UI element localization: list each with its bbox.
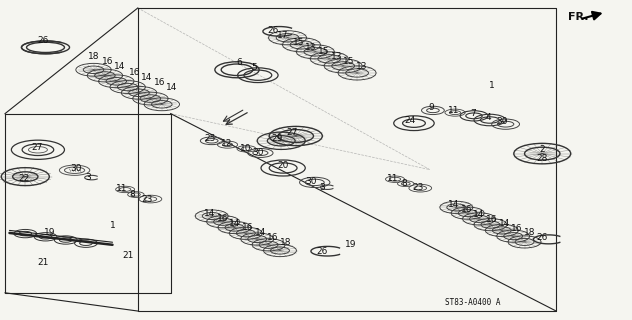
Text: 30: 30 [252,148,264,157]
Text: 15: 15 [318,47,329,56]
Text: 24: 24 [404,116,415,125]
Text: 6: 6 [236,58,242,67]
Text: 13: 13 [356,62,367,71]
Text: 14: 14 [166,83,178,92]
Text: 1: 1 [109,221,116,230]
Text: FR.: FR. [568,12,588,22]
Text: 21: 21 [37,258,49,267]
Text: 30: 30 [497,117,508,126]
Text: 10: 10 [240,144,251,153]
Text: 2: 2 [540,145,545,154]
Text: 7: 7 [470,109,476,118]
Text: 27: 27 [31,143,42,152]
Text: 30: 30 [70,164,82,172]
Text: 27: 27 [286,128,298,137]
Text: 16: 16 [461,205,472,214]
Text: ST83-A0400 A: ST83-A0400 A [445,298,501,307]
Text: 11: 11 [387,174,399,183]
Text: 29: 29 [271,134,283,143]
Text: 15: 15 [343,57,355,66]
Text: 14: 14 [114,62,126,71]
Text: 1: 1 [489,81,495,90]
Text: 15: 15 [293,38,304,47]
Text: 28: 28 [537,154,548,163]
Text: 26: 26 [317,247,328,256]
Text: 26: 26 [37,36,49,45]
Text: 14: 14 [448,200,459,209]
Text: 19: 19 [345,240,356,249]
Text: 13: 13 [305,43,317,52]
Text: 9: 9 [428,103,434,112]
Text: 18: 18 [88,52,99,60]
Text: 12: 12 [221,139,232,148]
Text: 5: 5 [251,63,257,72]
Text: 18: 18 [280,238,291,247]
Text: 3: 3 [319,183,325,192]
Text: 17: 17 [277,31,289,40]
Text: 3: 3 [85,173,92,182]
Text: 16: 16 [129,68,140,76]
Text: 22: 22 [18,174,30,183]
Text: 18: 18 [524,228,535,237]
Text: 14: 14 [499,220,510,228]
Text: 13: 13 [331,52,342,61]
Text: 20: 20 [277,161,289,170]
Text: 16: 16 [154,78,166,87]
Text: 14: 14 [473,210,485,219]
Text: 8: 8 [130,190,136,199]
Text: 14: 14 [229,219,241,228]
Text: 25: 25 [204,134,216,143]
Text: 23: 23 [413,183,424,192]
Text: 16: 16 [511,224,523,233]
Text: 8: 8 [401,179,408,188]
Text: 14: 14 [204,209,216,218]
Text: 21: 21 [122,251,133,260]
Text: 26: 26 [537,233,548,242]
Text: 16: 16 [486,215,497,224]
Text: 26: 26 [267,26,279,35]
Text: 4: 4 [485,113,490,122]
Text: 11: 11 [448,106,459,115]
Text: 30: 30 [305,177,317,186]
Text: 16: 16 [217,214,228,223]
Text: 14: 14 [255,228,266,237]
Text: 11: 11 [116,184,128,193]
Text: 16: 16 [102,57,113,66]
Text: 19: 19 [44,228,55,237]
Text: 14: 14 [141,73,152,82]
Text: 16: 16 [242,223,253,232]
Text: 16: 16 [267,233,279,242]
Text: 23: 23 [141,195,152,204]
